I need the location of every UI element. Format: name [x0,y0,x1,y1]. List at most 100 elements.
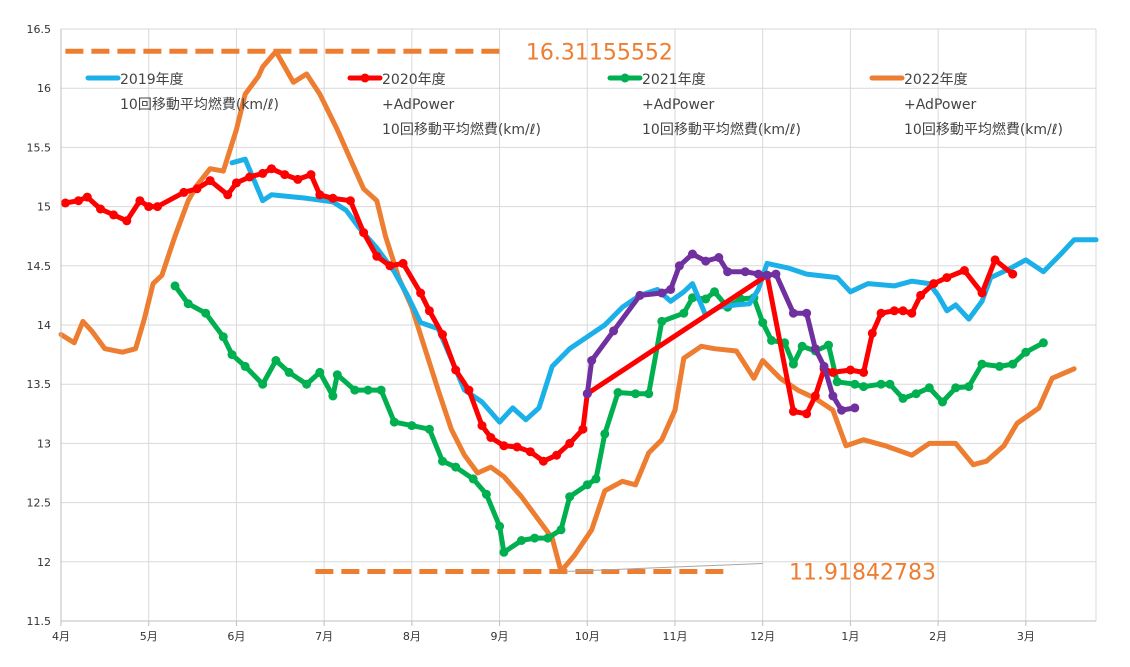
data-point-s2021 [582,480,592,490]
legend-label: 2022年度 [904,72,968,88]
data-point-s2021 [499,547,509,557]
data-point-s2021 [1021,347,1031,357]
data-point-s2020 [525,447,535,457]
legend-entry-s2021: 2021年度 +AdPower 10回移動平均燃費(km/ℓ) [607,72,801,138]
data-point-s2020 [122,216,132,226]
data-point-s2021 [350,385,360,395]
legend-sublabel: 10回移動平均燃費(km/ℓ) [642,121,801,138]
y-tick-label: 14.5 [27,260,52,273]
data-point-s2020 [385,261,395,271]
series-s2021 [170,281,1048,557]
data-point-s2020 [345,196,355,206]
data-point-s2021 [924,383,934,393]
data-point-s2021 [438,456,447,466]
x-tick-label: 7月 [315,630,333,643]
data-point-s2020 [990,255,1000,265]
data-point-s2021 [964,382,974,392]
y-tick-label: 15.5 [27,141,52,154]
data-point-s2021 [451,462,461,472]
data-point-s2021 [600,429,610,439]
data-point-s2021 [183,299,193,309]
legend-sublabel: +AdPower [642,97,715,113]
y-tick-label: 12 [37,556,51,569]
data-point-s2020 [788,406,798,416]
y-tick-label: 14 [37,319,51,332]
data-point-s2020 [889,306,899,316]
x-tick-label: 1月 [841,630,859,643]
series-line-s2021 [172,283,1046,555]
data-point-s2020 [223,190,233,200]
legend-marker [360,73,370,83]
data-point-s2021 [876,379,886,389]
legend-label: 2021年度 [642,72,706,88]
data-point-s2021 [543,533,553,543]
data-point-s2020 [315,190,325,200]
legend-sublabel: +AdPower [382,97,455,113]
y-tick-label: 16.5 [27,23,52,36]
data-point-s2021 [850,379,860,389]
data-point-s2020 [398,258,408,268]
x-tick-label: 5月 [140,630,158,643]
data-point-s2021 [495,521,505,531]
series-s2020_adpower [582,249,860,415]
legend-label: 2019年度 [120,72,184,88]
data-point-s2020 [977,288,987,298]
y-tick-label: 13 [37,437,51,450]
data-point-s2021 [556,525,566,535]
data-point-s2020_adpower [701,256,711,266]
data-point-s2020_adpower [762,270,772,280]
reference-line-label: 11.91842783 [789,560,936,585]
data-point-s2021 [424,424,434,434]
data-point-s2021 [530,533,540,543]
y-tick-label: 11.5 [27,615,52,628]
legend-label: 2020年度 [382,72,446,88]
legend-layer: 2019年度 10回移動平均燃費(km/ℓ) 2020年度 +AdPower 10回移動… [85,72,1063,138]
data-point-s2020_adpower [788,308,798,318]
data-point-s2020 [245,172,255,182]
data-point-s2021 [565,492,575,502]
data-point-s2020 [898,306,908,316]
data-point-s2020 [359,228,369,238]
data-point-s2020 [267,164,276,174]
data-point-s2021 [657,316,667,326]
data-point-s2020 [74,196,83,206]
series-s2019 [229,156,1099,425]
data-point-s2020_adpower [666,285,676,294]
data-point-s2020 [916,290,926,300]
data-point-s2021 [701,294,711,304]
legend-sublabel: +AdPower [904,97,977,113]
series-line-s2019 [229,156,1099,425]
data-point-s2020 [231,178,241,188]
data-point-s2021 [977,359,987,369]
data-point-s2021 [898,393,908,403]
data-point-s2021 [911,389,921,399]
y-tick-label: 12.5 [27,497,52,510]
data-point-s2020_adpower [753,269,763,279]
data-point-s2021 [227,350,237,360]
reference-lines-layer: 16.31155552 11.91842783 [65,40,936,585]
legend-sublabel: 10回移動平均燃費(km/ℓ) [904,121,1063,138]
data-point-s2020 [280,170,290,180]
data-point-s2021 [481,489,491,499]
data-point-s2021 [859,382,869,392]
data-point-s2020_adpower [657,288,667,298]
data-point-s2020 [135,196,145,206]
data-point-s2021 [591,474,601,484]
data-point-s2020 [845,365,855,375]
legend-sublabel: 10回移動平均燃費(km/ℓ) [382,121,541,138]
data-point-s2021 [258,379,268,389]
data-point-s2020 [372,251,382,261]
data-point-s2020 [1008,269,1018,279]
data-point-s2020 [144,202,154,212]
data-point-s2020 [424,306,434,316]
series-line-s2020_adpower [584,251,858,413]
data-point-s2020 [293,174,303,184]
data-point-s2021 [170,281,180,291]
data-point-s2021 [788,359,798,369]
data-point-s2021 [1038,338,1048,348]
data-point-s2020_adpower [740,267,750,277]
data-point-s2020 [828,367,838,377]
axis-layer: 11.5 12 12.5 13 13.5 14 14.5 15 15.5 16 16.5 4月 5月 6月… [27,23,1096,643]
data-point-s2020 [416,288,426,298]
data-point-s2021 [315,367,325,377]
